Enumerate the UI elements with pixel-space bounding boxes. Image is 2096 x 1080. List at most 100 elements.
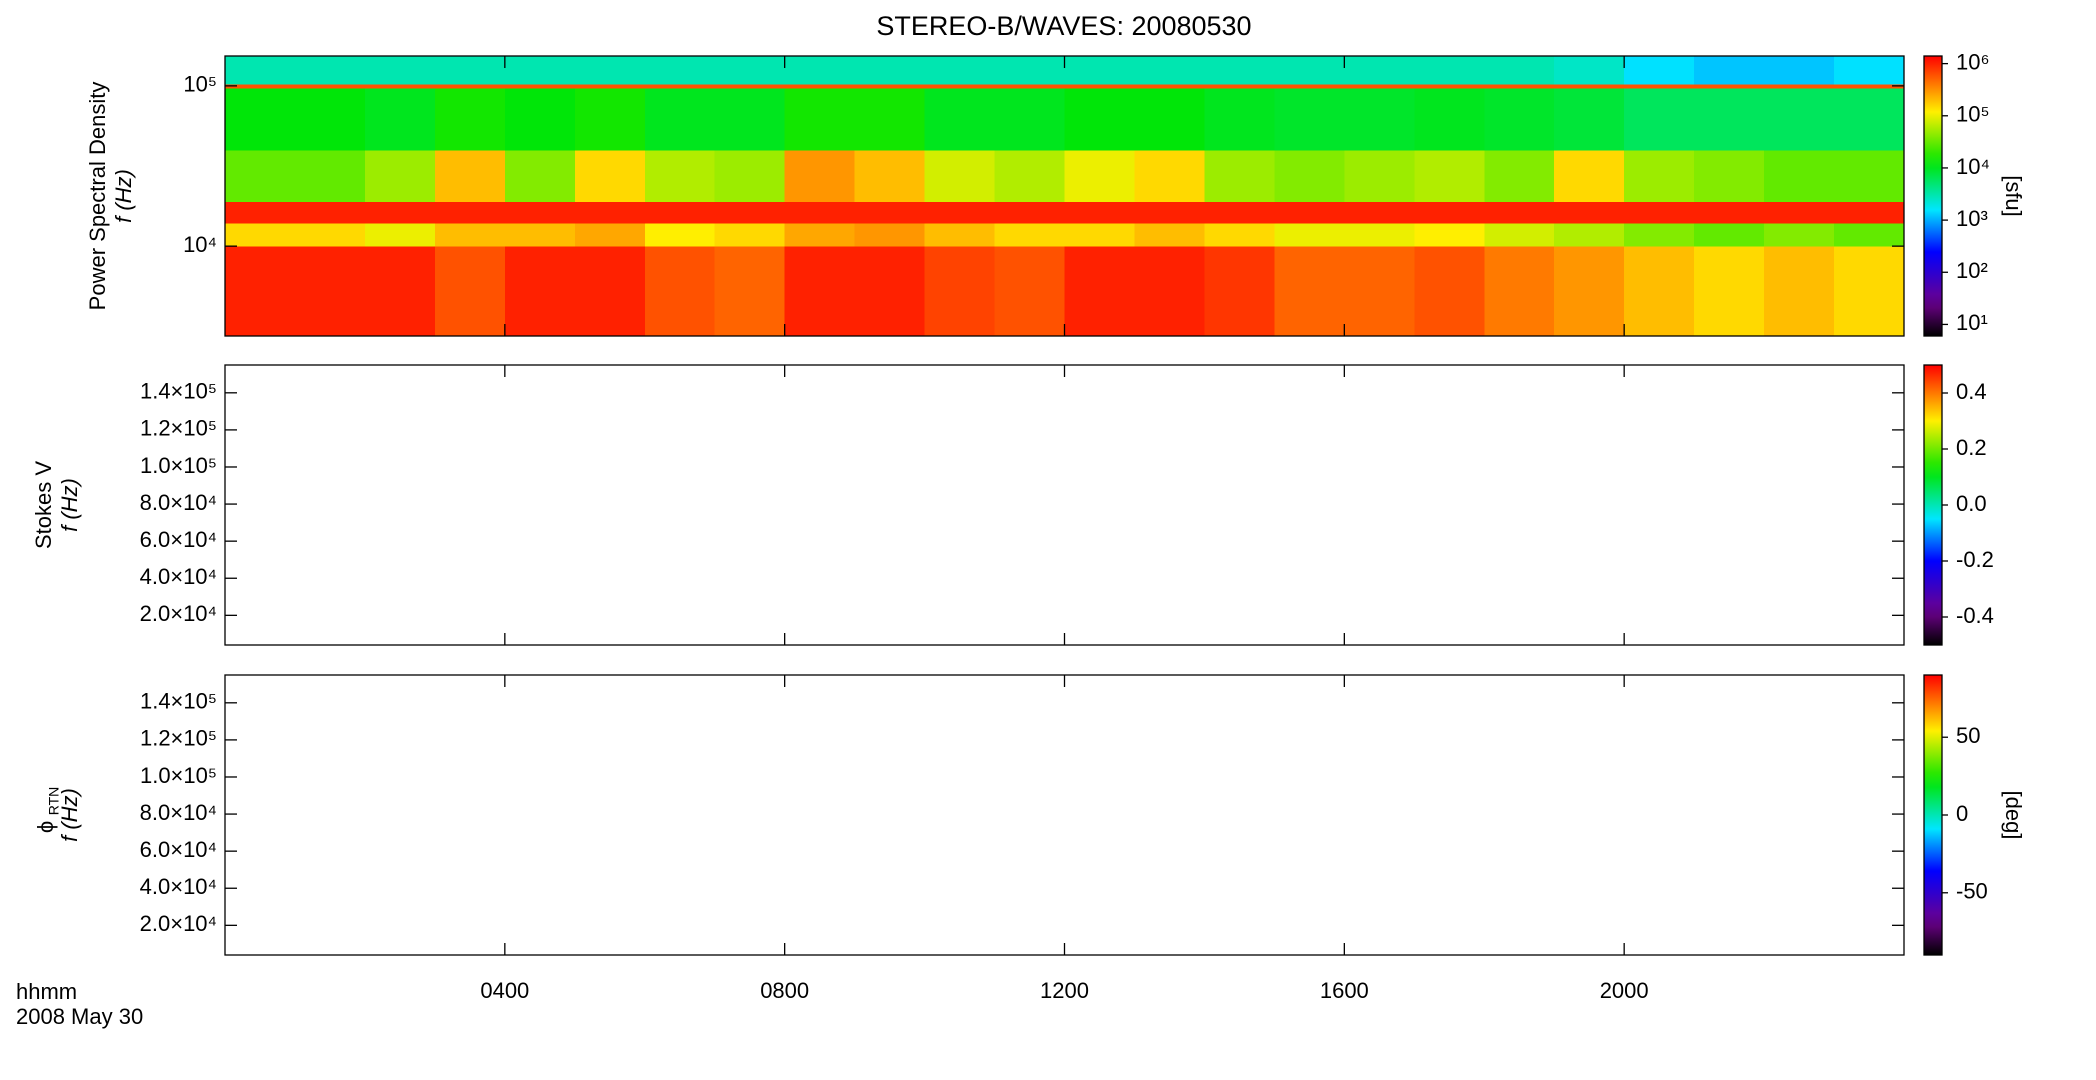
spectrogram-cell [1344,83,1415,89]
spectrogram-cell [504,222,576,247]
spectrogram-cell [714,83,786,89]
date-label: 2008 May 30 [16,1004,143,1029]
spectrogram-cell [1274,201,1345,224]
spectrogram-cell [854,87,926,151]
colorbar-tick-label: 0.0 [1956,491,1987,516]
y-tick-label: 10⁵ [183,72,217,97]
colorbar-tick-label: 0.2 [1956,435,1987,460]
spectrogram-cell [1624,201,1695,224]
spectrogram-cell [225,56,296,85]
spectrogram-cell [434,222,506,247]
colorbar-tick-label: 10⁵ [1956,102,1990,127]
spectrogram-cell [574,246,646,337]
colorbar-label: [deg] [2001,791,2026,840]
spectrogram-cell [714,222,786,247]
spectrogram-cell [1834,246,1905,337]
spectrogram-cell [1834,56,1905,85]
spectrogram-cell [504,246,576,337]
x-tick-label: 1600 [1320,978,1369,1003]
y-tick-label: 1.4×10⁵ [140,689,217,714]
spectrogram-cell [294,83,366,89]
y-tick-label: 8.0×10⁴ [140,490,217,515]
spectrogram-cell [574,87,646,151]
spectrogram-cell [1764,56,1835,85]
spectrogram-cell [714,149,786,203]
spectrogram-cell [574,149,646,203]
spectrogram-cell [854,56,926,85]
spectrogram-cell [364,222,436,247]
spectrogram-cell [1484,222,1555,247]
x-tick-label: 1200 [1040,978,1089,1003]
spectrogram-cell [1204,149,1275,203]
spectrogram-cell [1694,87,1765,151]
spectrogram-cell [1484,246,1555,337]
spectrogram-cell [644,87,716,151]
plot-frame [224,364,1905,646]
spectrogram-cell [784,201,856,224]
spectrogram-cell [1414,87,1485,151]
spectrogram-cell [1344,56,1415,85]
spectrogram-cell [1344,222,1415,247]
spectrogram-cell [504,87,576,151]
spectrogram-cell [1764,222,1835,247]
spectrogram-cell [784,83,856,89]
spectrogram-cell [1064,87,1136,151]
spectrogram-cell [1624,56,1695,85]
y-tick-label: 2.0×10⁴ [140,601,217,626]
spectrogram-cell [1134,83,1206,89]
spectrogram-cell [1414,222,1485,247]
spectrogram-cell [1414,149,1485,203]
spectrogram-cell [294,222,366,247]
colorbar-label: [sfu] [2001,175,2026,217]
spectrogram-cell [1554,201,1625,224]
spectrogram-cell [1064,201,1136,224]
spectrogram-cell [364,149,436,203]
spectrogram-cell [1274,149,1345,203]
spectrogram-cell [1134,222,1206,247]
spectrogram-cell [225,87,296,151]
spectrogram-cell [1694,56,1765,85]
spectrogram-cell [1484,87,1555,151]
spectrogram-cell [1834,222,1905,247]
spectrogram-cell [1694,222,1765,247]
spectrogram-cell [854,201,926,224]
y-tick-label: 4.0×10⁴ [140,874,217,899]
spectrogram-cell [504,201,576,224]
spectrogram-cell [1484,149,1555,203]
spectrogram-cell [364,246,436,337]
y-tick-label: 8.0×10⁴ [140,800,217,825]
spectrogram-cell [434,149,506,203]
spectrogram-cell [644,83,716,89]
x-tick-label: 0400 [480,978,529,1003]
spectrogram-cell [994,246,1066,337]
spectrogram-cell [1064,83,1136,89]
spectrogram-cell [1204,201,1275,224]
colorbar-tick-label: 0 [1956,801,1968,826]
spectrogram-cell [574,201,646,224]
spectrogram-cell [504,149,576,203]
spectrogram-cell [1204,83,1275,89]
spectrogram-cell [1414,83,1485,89]
spectrogram-cell [644,149,716,203]
spectrogram-cell [1764,149,1835,203]
y-tick-label: 2.0×10⁴ [140,911,217,936]
spectrogram-cell [714,56,786,85]
spectrogram-cell [225,201,296,224]
spectrogram-cell [364,87,436,151]
spectrogram-cell [784,56,856,85]
spectrogram-cell [784,246,856,337]
spectrogram-cell [994,149,1066,203]
y-tick-label: 6.0×10⁴ [140,527,217,552]
spectrogram-cell [1484,83,1555,89]
spectrogram-cell [1134,149,1206,203]
spectrogram-cell [364,201,436,224]
spectrogram-cell [1694,149,1765,203]
spectrogram-cell [1134,56,1206,85]
spectrogram-cell [1134,87,1206,151]
spectrogram-cell [434,87,506,151]
spectrogram-cell [1834,201,1905,224]
spectrogram-cell [1694,83,1765,89]
y-axis-label: Stokes V [31,461,56,549]
spectrogram-cell [1414,201,1485,224]
